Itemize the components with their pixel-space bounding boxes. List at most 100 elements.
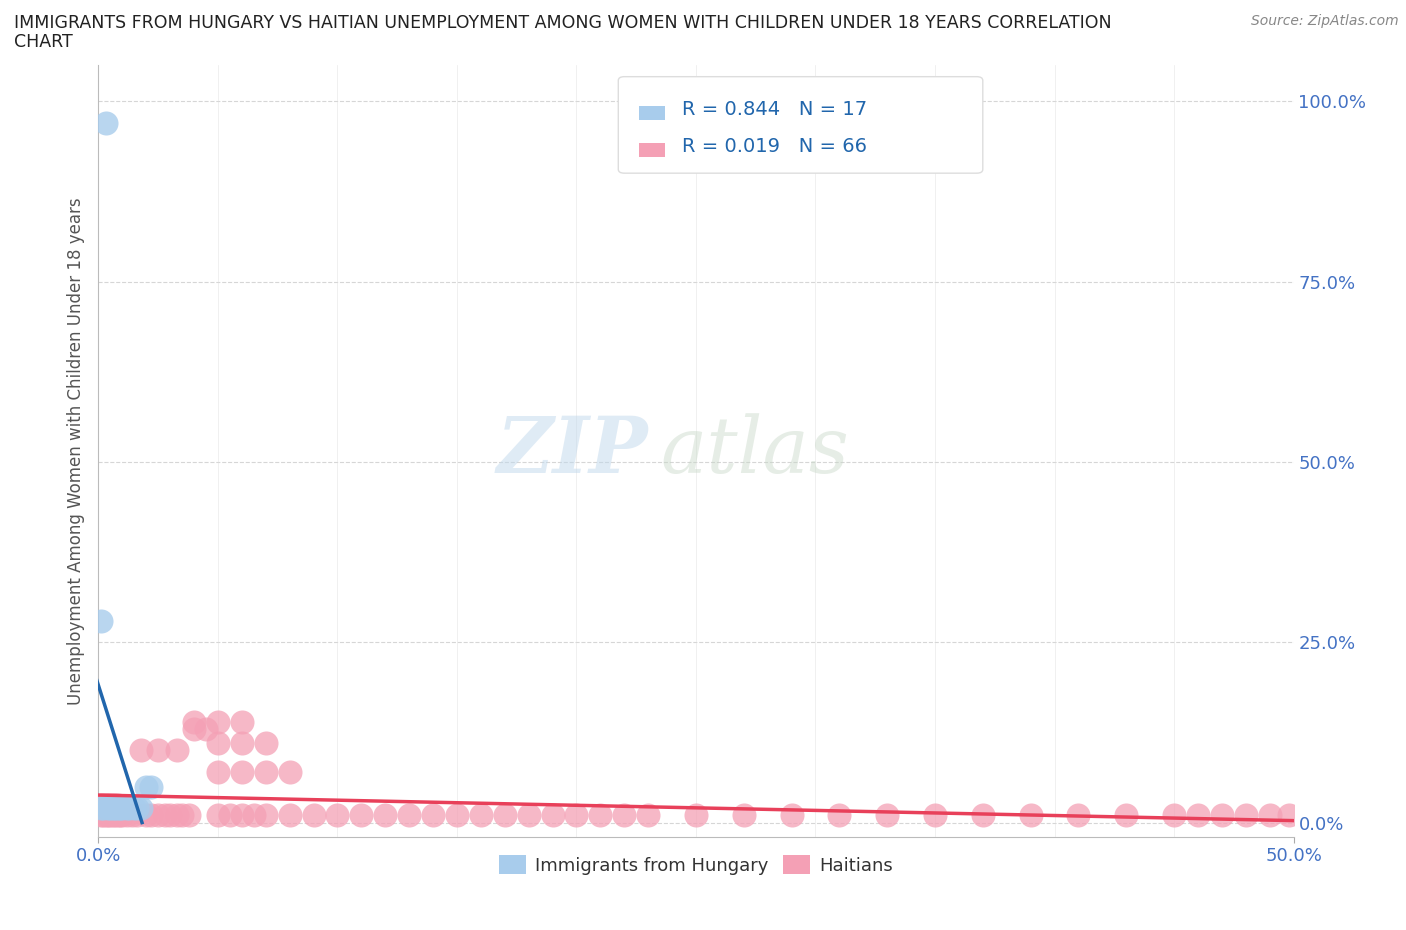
Point [326, 808, 349, 823]
Point [972, 808, 994, 823]
Point [183, 714, 205, 729]
Point [98, 797, 122, 812]
Point [101, 797, 124, 812]
Point [107, 797, 129, 812]
Point [254, 808, 277, 823]
Point [101, 801, 124, 816]
Point [733, 808, 755, 823]
Point [94, 808, 117, 823]
Point [155, 808, 177, 823]
Point [131, 743, 153, 758]
Point [207, 736, 229, 751]
Point [107, 808, 129, 823]
Point [94, 115, 117, 130]
Text: R = 0.019   N = 66: R = 0.019 N = 66 [682, 137, 866, 155]
Point [278, 808, 301, 823]
Point [422, 808, 444, 823]
Point [108, 808, 131, 823]
Point [398, 808, 420, 823]
Point [1278, 808, 1301, 823]
Point [517, 808, 540, 823]
Y-axis label: Unemployment Among Women with Children Under 18 years: Unemployment Among Women with Children U… [67, 197, 86, 705]
Point [104, 801, 127, 816]
Point [121, 808, 143, 823]
Point [135, 808, 157, 823]
Point [97, 808, 120, 823]
Point [159, 808, 181, 823]
Point [685, 808, 707, 823]
Point [1019, 808, 1042, 823]
FancyBboxPatch shape [619, 76, 983, 173]
Point [97, 801, 120, 816]
Point [1211, 808, 1233, 823]
Point [98, 808, 122, 823]
Point [243, 808, 266, 823]
Point [94, 797, 117, 812]
Bar [638, 143, 665, 157]
Point [924, 808, 946, 823]
Point [131, 801, 153, 816]
Point [207, 714, 229, 729]
Point [118, 801, 141, 816]
Point [231, 714, 253, 729]
Point [115, 801, 138, 816]
Point [1067, 808, 1090, 823]
Point [374, 808, 396, 823]
Point [589, 808, 612, 823]
Point [231, 736, 253, 751]
Point [104, 808, 127, 823]
Point [166, 808, 188, 823]
Point [111, 808, 134, 823]
Text: CHART: CHART [14, 33, 73, 50]
Point [207, 808, 229, 823]
Point [91, 808, 114, 823]
Point [613, 808, 636, 823]
Point [207, 764, 229, 779]
Bar [638, 106, 665, 120]
Point [125, 808, 148, 823]
Point [90, 797, 112, 812]
Point [108, 801, 131, 816]
Text: R = 0.844   N = 17: R = 0.844 N = 17 [682, 100, 866, 119]
Point [1187, 808, 1209, 823]
Point [101, 808, 124, 823]
Point [148, 808, 170, 823]
Point [179, 808, 201, 823]
Point [254, 764, 277, 779]
Text: Source: ZipAtlas.com: Source: ZipAtlas.com [1251, 14, 1399, 28]
Point [565, 808, 588, 823]
Point [183, 722, 205, 737]
Point [166, 743, 188, 758]
Point [115, 808, 138, 823]
Point [139, 808, 162, 823]
Point [91, 801, 114, 816]
Point [780, 808, 803, 823]
Point [231, 764, 253, 779]
Point [637, 808, 659, 823]
Point [90, 801, 112, 816]
Legend: Immigrants from Hungary, Haitians: Immigrants from Hungary, Haitians [492, 848, 900, 882]
Text: ZIP: ZIP [496, 413, 648, 489]
Point [148, 743, 170, 758]
Point [124, 801, 146, 816]
Point [90, 613, 112, 628]
Point [104, 797, 127, 812]
Point [1115, 808, 1137, 823]
Point [494, 808, 516, 823]
Point [219, 808, 242, 823]
Point [91, 797, 114, 812]
Point [302, 808, 325, 823]
Point [125, 801, 148, 816]
Point [111, 801, 134, 816]
Point [1234, 808, 1257, 823]
Point [139, 779, 162, 794]
Point [876, 808, 898, 823]
Point [278, 764, 301, 779]
Point [135, 779, 157, 794]
Point [1258, 808, 1281, 823]
Point [231, 808, 253, 823]
Point [470, 808, 492, 823]
Point [195, 722, 218, 737]
Point [828, 808, 851, 823]
Point [97, 797, 120, 812]
